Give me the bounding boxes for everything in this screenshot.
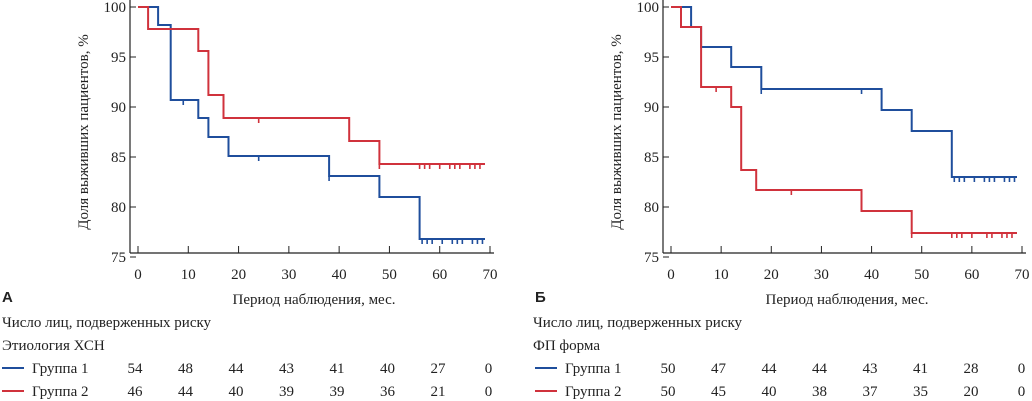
- x-tick-label: 0: [134, 267, 142, 283]
- survival-curve-group-1: [138, 6, 485, 240]
- y-tick-label: 75: [644, 250, 659, 266]
- panel-a: 75 80 85 90 95 100 0 10 20 30 40 50 60 70 Доля выживш…: [2, 0, 498, 400]
- x-tick-label: 50: [914, 267, 929, 283]
- risk-value: 36: [380, 384, 396, 400]
- x-tick-label: 70: [483, 267, 498, 283]
- x-axis-title-a: Период наблюдения, мес.: [232, 292, 395, 308]
- risk-value: 45: [711, 384, 726, 400]
- risk-value: 21: [431, 384, 446, 400]
- y-tick-label: 100: [104, 0, 127, 16]
- x-tick-label: 50: [382, 267, 397, 283]
- y-tick-label: 100: [637, 0, 660, 16]
- x-tick-label: 60: [432, 267, 447, 283]
- risk-value: 28: [964, 361, 979, 377]
- axes-a: 75 80 85 90 95 100 0 10 20 30 40 50 60 70: [104, 0, 498, 283]
- axes-b: 75 80 85 90 95 100 0 10 20 30 40 50 60 70: [637, 0, 1030, 283]
- risk-value: 39: [330, 384, 345, 400]
- x-tick-label: 60: [964, 267, 979, 283]
- panel-letter-a: А: [2, 289, 13, 306]
- survival-curve-group-1: [671, 6, 1017, 178]
- series-group-a: [138, 6, 485, 244]
- x-tick-label: 30: [814, 267, 829, 283]
- risk-row-label: Группа 1: [32, 361, 89, 377]
- risk-value: 50: [661, 361, 676, 377]
- risk-value: 40: [229, 384, 244, 400]
- risk-value: 46: [128, 384, 144, 400]
- y-tick-label: 95: [644, 50, 659, 66]
- x-tick-label: 10: [181, 267, 196, 283]
- risk-value: 0: [485, 384, 493, 400]
- risk-value: 54: [128, 361, 144, 377]
- risk-table-subtitle-b: ФП форма: [533, 338, 600, 354]
- risk-value: 48: [178, 361, 193, 377]
- risk-value: 37: [863, 384, 879, 400]
- series-group-b: [671, 6, 1017, 238]
- panel-letter-b: Б: [535, 289, 546, 306]
- risk-value: 20: [964, 384, 979, 400]
- x-tick-label: 30: [281, 267, 296, 283]
- survival-curve-group-2: [671, 6, 1017, 234]
- risk-value: 50: [661, 384, 676, 400]
- x-tick-label: 20: [764, 267, 779, 283]
- risk-value: 0: [1018, 361, 1026, 377]
- risk-value: 40: [380, 361, 395, 377]
- risk-table-subtitle-a: Этиология ХСН: [2, 338, 105, 354]
- risk-value: 41: [913, 361, 928, 377]
- y-tick-label: 80: [111, 200, 126, 216]
- risk-value: 43: [863, 361, 878, 377]
- risk-value: 41: [330, 361, 345, 377]
- risk-row-label: Группа 2: [32, 384, 89, 400]
- y-tick-label: 90: [111, 100, 126, 116]
- risk-value: 38: [812, 384, 827, 400]
- risk-value: 27: [431, 361, 447, 377]
- y-axis-title-a: Доля выживших пациентов, %: [76, 34, 92, 230]
- x-tick-label: 40: [864, 267, 879, 283]
- x-tick-label: 10: [714, 267, 729, 283]
- risk-value: 39: [279, 384, 294, 400]
- risk-row-label: Группа 1: [565, 361, 622, 377]
- x-tick-label: 40: [332, 267, 347, 283]
- y-tick-label: 85: [111, 150, 126, 166]
- risk-table-a: Число лиц, подверженных риску Этиология …: [2, 315, 492, 400]
- risk-value: 35: [913, 384, 928, 400]
- y-tick-label: 75: [111, 250, 126, 266]
- risk-value: 40: [762, 384, 777, 400]
- risk-table-b: Число лиц, подверженных риску ФП форма Г…: [533, 315, 1025, 400]
- risk-value: 44: [178, 384, 194, 400]
- y-tick-label: 80: [644, 200, 659, 216]
- survival-curve-group-2: [138, 6, 485, 165]
- risk-value: 0: [1018, 384, 1026, 400]
- risk-value: 44: [762, 361, 778, 377]
- panel-b: 75 80 85 90 95 100 0 10 20 30 40 50 60 70 Доля выживш…: [533, 0, 1030, 400]
- y-tick-label: 95: [111, 50, 126, 66]
- x-tick-label: 70: [1015, 267, 1030, 283]
- risk-value: 43: [279, 361, 294, 377]
- risk-value: 0: [485, 361, 493, 377]
- risk-table-title-b: Число лиц, подверженных риску: [533, 315, 743, 331]
- y-tick-label: 85: [644, 150, 659, 166]
- x-axis-title-b: Период наблюдения, мес.: [765, 292, 928, 308]
- x-tick-label: 20: [231, 267, 246, 283]
- y-tick-label: 90: [644, 100, 659, 116]
- risk-row-label: Группа 2: [565, 384, 622, 400]
- risk-value: 44: [812, 361, 828, 377]
- risk-value: 44: [229, 361, 245, 377]
- risk-value: 47: [711, 361, 727, 377]
- y-axis-title-b: Доля выживших пациентов, %: [609, 34, 625, 230]
- risk-table-title-a: Число лиц, подверженных риску: [2, 315, 212, 331]
- x-tick-label: 0: [667, 267, 675, 283]
